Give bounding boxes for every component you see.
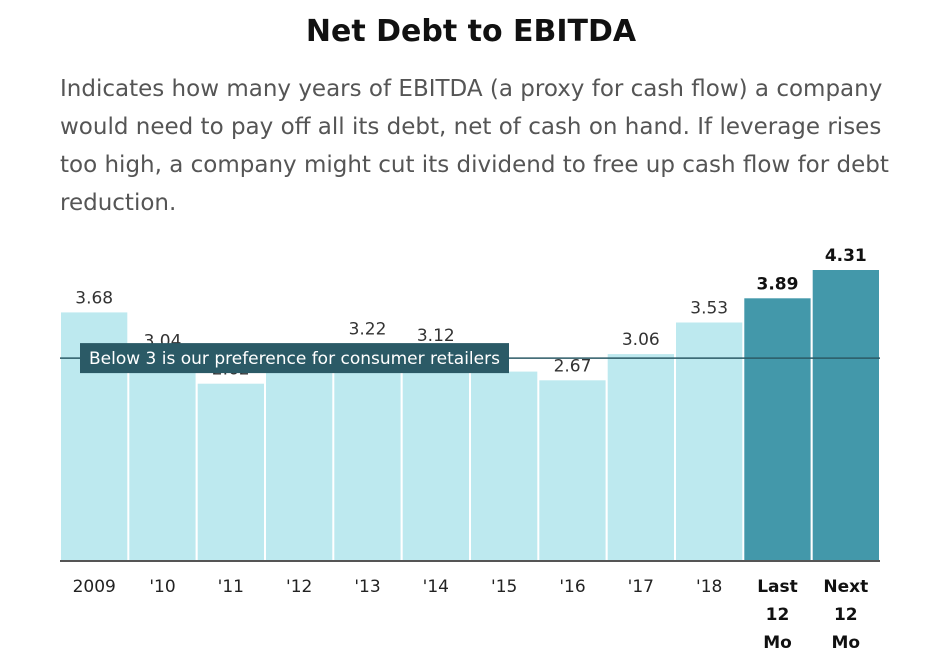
x-tick-label-3: '12	[286, 577, 312, 597]
chart-title: Net Debt to EBITDA	[305, 14, 637, 49]
bar-1	[129, 355, 196, 560]
x-tick-label-11-line-2: Mo	[831, 633, 860, 653]
x-tick-label-8: '17	[628, 577, 654, 597]
annotation-box	[80, 343, 509, 374]
x-tick-label-10-line-2: Mo	[763, 633, 792, 653]
x-tick-label-2: '11	[218, 577, 244, 597]
bar-4	[334, 343, 401, 560]
bar-2	[197, 383, 264, 560]
x-tick-label-5: '14	[423, 577, 449, 597]
x-tick-label-9: '18	[696, 577, 722, 597]
x-tick-label-11-line-0: Next	[823, 577, 868, 597]
bar-6	[471, 371, 538, 560]
value-label-10: 3.89	[757, 274, 799, 294]
x-tick-label-10-line-0: Last	[757, 577, 798, 597]
bar-3	[266, 358, 333, 560]
x-tick-label-4: '13	[354, 577, 380, 597]
x-ticks-group: 2009 '10 '11 '12 '13 '14 '15 '16 '17 '18 Last 12 Mo N…	[73, 577, 869, 653]
value-label-7: 2.67	[554, 356, 592, 376]
bar-8	[607, 354, 674, 560]
value-label-4: 3.22	[349, 319, 387, 339]
x-tick-label-1: '10	[149, 577, 175, 597]
value-label-9: 3.53	[690, 299, 728, 319]
x-tick-label-10-line-1: 12	[766, 605, 790, 625]
x-tick-label-11-line-1: 12	[834, 605, 858, 625]
chart-subtitle: Indicates how many years of EBITDA (a pr…	[60, 76, 889, 216]
x-tick-label-6: '15	[491, 577, 517, 597]
annotation-label: Below 3 is our preference for consumer r…	[89, 349, 500, 369]
value-label-8: 3.06	[622, 330, 660, 350]
bar-5	[402, 350, 469, 560]
x-tick-label-0: 2009	[73, 577, 116, 597]
bar-10	[744, 298, 811, 560]
value-label-11: 4.31	[825, 246, 867, 266]
bars-group	[61, 270, 879, 560]
x-tick-label-7: '16	[559, 577, 585, 597]
value-label-5: 3.12	[417, 326, 455, 346]
bar-9	[676, 322, 743, 560]
value-label-0: 3.68	[75, 288, 113, 308]
bar-7	[539, 380, 606, 560]
bar-11	[812, 270, 879, 560]
